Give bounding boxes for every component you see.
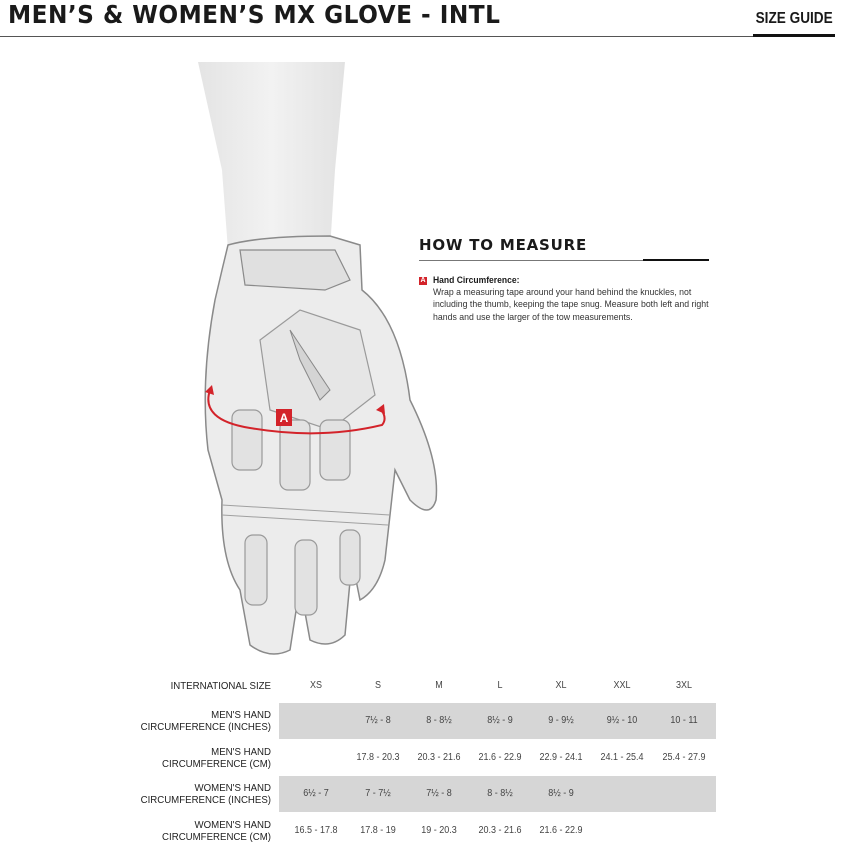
section-label: SIZE GUIDE <box>755 10 833 27</box>
row-label: MEN'S HAND CIRCUMFERENCE (INCHES) <box>87 709 271 733</box>
table-row: MEN'S HAND CIRCUMFERENCE (INCHES) 7½ - 8 8 … <box>0 703 845 739</box>
table-cell: 17.8 - 20.3 <box>356 751 400 763</box>
row-label-line1: WOMEN'S HAND <box>194 818 271 831</box>
table-cell: 25.4 - 27.9 <box>662 751 706 763</box>
table-cell: 21.6 - 22.9 <box>539 824 583 836</box>
measure-item-text: Wrap a measuring tape around your hand b… <box>433 287 709 323</box>
row-shading <box>279 703 716 739</box>
marker-a <box>276 409 292 426</box>
table-cell: 19 - 20.3 <box>421 824 457 836</box>
table-cell: 7½ - 8 <box>365 715 391 726</box>
row-label-line1: MEN'S HAND <box>211 709 271 721</box>
row-label-line2: CIRCUMFERENCE (CM) <box>162 830 271 843</box>
table-row: WOMEN'S HAND CIRCUMFERENCE (CM) 16.5 - 17.… <box>0 813 845 849</box>
table-cell: 21.6 - 22.9 <box>478 751 522 763</box>
table-cell: 8½ - 9 <box>548 788 574 799</box>
row-label-line1: WOMEN'S HAND <box>194 782 271 794</box>
arm-shape <box>198 62 345 250</box>
measuring-tape <box>207 389 386 435</box>
table-row: MEN'S HAND CIRCUMFERENCE (CM) 17.8 - 20.3 2… <box>0 740 845 776</box>
table-cell: 10 - 11 <box>670 715 698 726</box>
size-header: L <box>497 680 503 691</box>
table-cell: 9½ - 10 <box>606 715 638 726</box>
header-label: INTERNATIONAL SIZE <box>170 680 271 692</box>
table-cell: 22.9 - 24.1 <box>539 751 583 763</box>
marker-badge: A <box>419 277 427 285</box>
table-cell: 16.5 - 17.8 <box>294 824 338 836</box>
table-header-row: INTERNATIONAL SIZE XS S M L XL XXL 3XL <box>0 668 845 704</box>
table-row: WOMEN'S HAND CIRCUMFERENCE (INCHES) 6½ - 7… <box>0 776 845 812</box>
row-label: WOMEN'S HAND CIRCUMFERENCE (CM) <box>87 819 271 843</box>
table-cell: 9 - 9½ <box>548 715 574 726</box>
size-header: XL <box>555 680 567 691</box>
table-cell: 7 - 7½ <box>365 788 391 799</box>
table-cell: 7½ - 8 <box>426 788 452 799</box>
row-label-line2: CIRCUMFERENCE (INCHES) <box>140 794 271 806</box>
row-label: MEN'S HAND CIRCUMFERENCE (CM) <box>87 746 271 770</box>
table-cell: 20.3 - 21.6 <box>478 824 522 836</box>
row-label-line2: CIRCUMFERENCE (INCHES) <box>140 721 271 733</box>
row-label: WOMEN'S HAND CIRCUMFERENCE (INCHES) <box>87 782 271 806</box>
header-divider-accent <box>753 34 835 37</box>
row-label-line2: CIRCUMFERENCE (CM) <box>162 757 271 770</box>
marker-a-label: A <box>280 411 289 425</box>
size-header: 3XL <box>675 680 693 691</box>
row-label-line1: MEN'S HAND <box>211 745 271 758</box>
page-title: MEN’S & WOMEN’S MX GLOVE - INTL <box>8 0 501 29</box>
size-header: M <box>435 680 443 691</box>
size-header: S <box>374 680 381 691</box>
table-cell: 8 - 8½ <box>487 788 513 799</box>
table-cell: 17.8 - 19 <box>360 824 396 836</box>
divider-accent <box>643 259 709 261</box>
size-header: XXL <box>613 680 631 691</box>
table-cell: 24.1 - 25.4 <box>600 751 644 763</box>
table-cell: 6½ - 7 <box>303 788 329 799</box>
divider <box>419 260 709 261</box>
measure-item-title: Hand Circumference: <box>433 275 520 286</box>
table-cell: 8½ - 9 <box>487 715 513 726</box>
row-shading <box>279 776 716 812</box>
table-cell: 20.3 - 21.6 <box>417 751 461 763</box>
header-divider <box>0 36 835 37</box>
how-to-measure-heading: HOW TO MEASURE <box>419 236 588 254</box>
table-cell: 8 - 8½ <box>426 715 452 726</box>
size-header: XS <box>309 680 323 691</box>
